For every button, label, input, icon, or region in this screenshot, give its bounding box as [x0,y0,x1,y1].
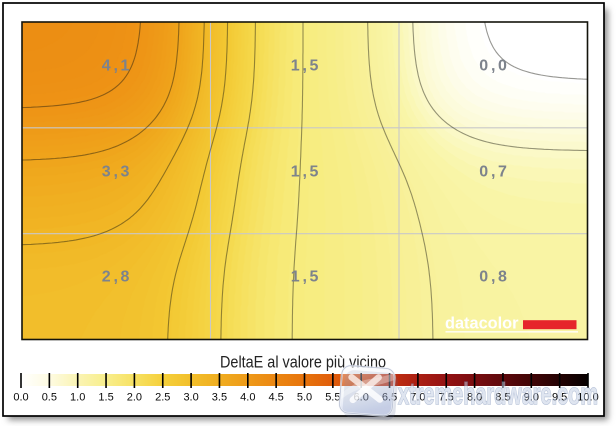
svg-text:4: 4 [102,57,111,74]
svg-text:3: 3 [120,163,129,180]
svg-text:xtremehardware.com: xtremehardware.com [398,376,598,411]
svg-text:DeltaE al valore più vicino: DeltaE al valore più vicino [220,352,386,371]
svg-text:0.0: 0.0 [13,392,28,404]
svg-text:8: 8 [120,268,129,285]
svg-text:1.0: 1.0 [70,392,85,404]
svg-text:5: 5 [309,268,318,285]
svg-text:1: 1 [120,57,129,74]
svg-text:datacolor: datacolor [445,314,519,333]
svg-text:0: 0 [479,57,488,74]
svg-text:1: 1 [291,268,300,285]
svg-text:3.0: 3.0 [183,392,198,404]
svg-text:2: 2 [102,268,111,285]
svg-text:2.0: 2.0 [127,392,142,404]
svg-text:3.5: 3.5 [212,392,227,404]
svg-text:7.0: 7.0 [410,392,425,404]
svg-text:4.5: 4.5 [269,392,284,404]
svg-text:7: 7 [498,163,507,180]
svg-text:,: , [491,163,495,180]
svg-text:5: 5 [309,57,318,74]
svg-text:0: 0 [498,57,507,74]
svg-text:1: 1 [291,163,300,180]
svg-text:0: 0 [479,268,488,285]
svg-text:2.5: 2.5 [155,392,170,404]
svg-text:,: , [491,57,495,74]
svg-text:0.5: 0.5 [42,392,57,404]
svg-text:8.0: 8.0 [467,392,482,404]
svg-text:3: 3 [102,163,111,180]
svg-text:,: , [302,163,306,180]
svg-text:,: , [491,268,495,285]
svg-text:9.0: 9.0 [524,392,539,404]
svg-text:8: 8 [498,268,507,285]
svg-text:9.5: 9.5 [552,392,567,404]
svg-text:,: , [113,268,117,285]
svg-text:1: 1 [291,57,300,74]
svg-text:,: , [302,268,306,285]
svg-text:5.5: 5.5 [325,392,340,404]
svg-text:10.0: 10.0 [577,392,598,404]
svg-text:7.5: 7.5 [439,392,454,404]
svg-text:,: , [113,57,117,74]
svg-text:,: , [113,163,117,180]
svg-text:1.5: 1.5 [98,392,113,404]
svg-text:4.0: 4.0 [240,392,255,404]
svg-text:5: 5 [309,163,318,180]
svg-text:8.5: 8.5 [495,392,510,404]
svg-text:,: , [302,57,306,74]
svg-text:0: 0 [479,163,488,180]
svg-text:5.0: 5.0 [297,392,312,404]
